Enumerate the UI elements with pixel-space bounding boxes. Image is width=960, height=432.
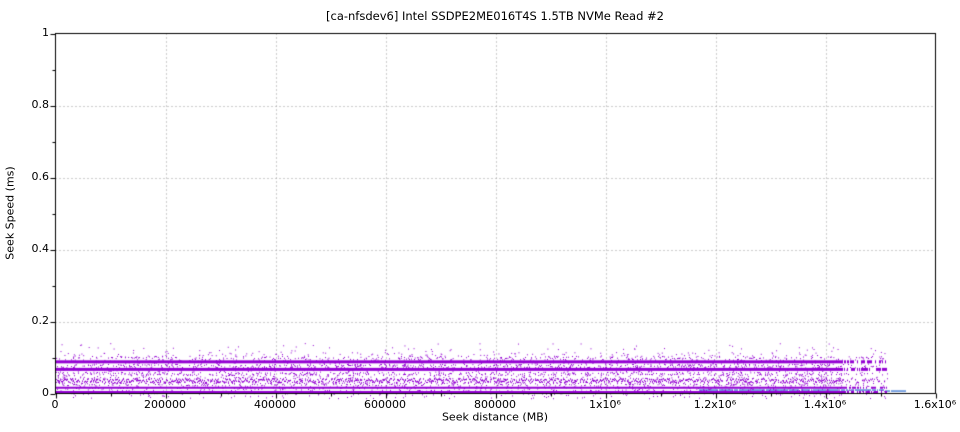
x-tick-label: 800000 <box>474 398 516 411</box>
x-tick-label: 1.6x10⁶ <box>913 398 957 411</box>
y-tick-label: 0.2 <box>31 314 50 327</box>
y-tick-label: 1 <box>42 26 49 39</box>
x-tick-label: 1x10⁶ <box>589 398 621 411</box>
x-tick-label: 1.4x10⁶ <box>803 398 847 411</box>
y-tick-label: 0.8 <box>31 98 50 111</box>
x-tick-label: 200000 <box>144 398 186 411</box>
x-axis-label: Seek distance (MB) <box>441 410 549 424</box>
x-tick-label: 600000 <box>364 398 406 411</box>
y-tick-label: 0.4 <box>31 242 50 255</box>
y-tick-label: 0.6 <box>31 170 50 183</box>
x-tick-label: 400000 <box>254 398 296 411</box>
chart-title: [ca-nfsdev6] Intel SSDPE2ME016T4S 1.5TB … <box>326 9 664 23</box>
x-tick-label: 0 <box>51 398 59 411</box>
y-tick-label: 0 <box>42 386 49 399</box>
x-tick-label: 1.2x10⁶ <box>693 398 737 411</box>
